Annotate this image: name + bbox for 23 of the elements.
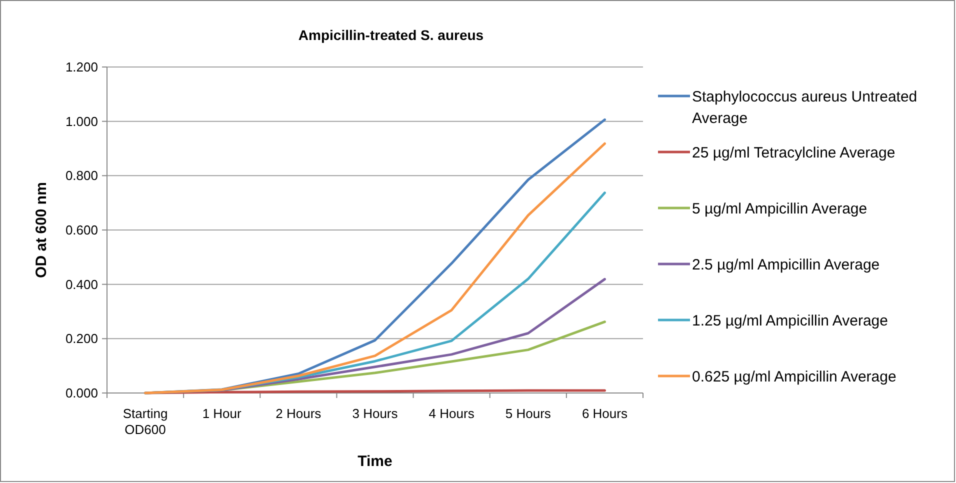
y-tick-label: 1.000 [65,114,98,129]
legend-label: 2.5 µg/ml Ampicillin Average [692,256,880,274]
y-tick-label: 0.800 [65,168,98,184]
y-tick-label: 0.600 [65,222,98,238]
x-tick-label: 5 Hours [505,406,552,421]
legend-label: 0.625 µg/ml Ampicillin Average [692,368,896,386]
x-tick-label: 4 Hours [428,406,475,421]
legend-label: 25 µg/ml Tetracylcline Average [692,144,896,162]
x-tick-label: Starting OD600 [122,406,168,437]
y-tick-label: 0.000 [65,386,98,401]
y-tick-label: 0.200 [65,331,98,346]
y-axis-title: OD at 600 nm [33,182,50,278]
legend-label: Staphylococcus aureus Untreated Average [692,88,918,127]
legend-label: 1.25 µg/ml Ampicillin Average [692,312,888,330]
x-tick-label: 3 Hours [352,406,398,421]
x-axis-title: Time [358,453,392,470]
legend-label: 5 µg/ml Ampicillin Average [692,200,868,218]
x-tick-label: 2 Hours [276,406,322,421]
x-tick-label: 6 Hours [582,406,628,421]
y-tick-label: 0.400 [65,276,98,292]
x-tick-label: 1 Hour [202,406,242,421]
y-tick-label: 1.200 [65,60,98,75]
chart-title: Ampicillin-treated S. aureus [298,27,484,43]
